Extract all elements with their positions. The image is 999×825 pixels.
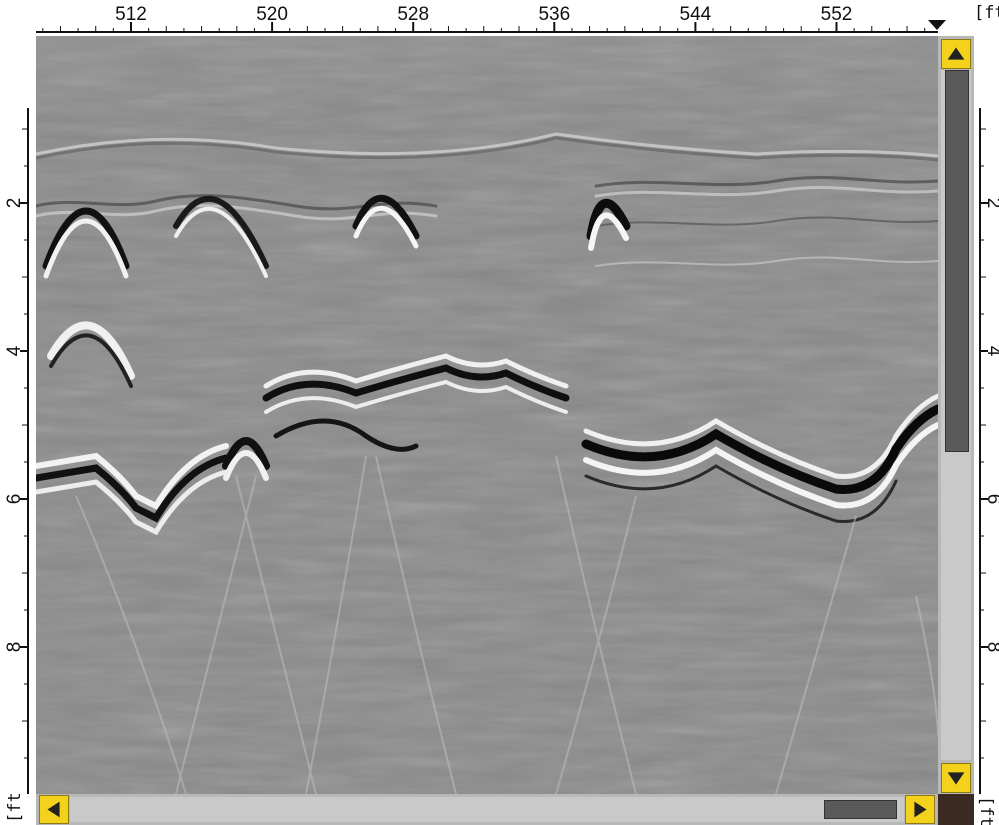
scroll-down-button[interactable] xyxy=(941,763,971,793)
distance-tick-label: 520 xyxy=(256,4,288,25)
triangle-right-icon xyxy=(914,801,927,818)
triangle-down-icon xyxy=(947,772,965,785)
horizontal-scroll-track[interactable] xyxy=(70,797,904,822)
position-marker-icon[interactable] xyxy=(928,20,946,30)
depth-ruler-left: 2 4 6 8 xyxy=(0,36,36,794)
depth-tick-label-left: 6 xyxy=(4,494,25,505)
distance-tick-label: 552 xyxy=(821,4,853,25)
depth-tick-label-right: 6 xyxy=(983,494,999,505)
depth-tick-label-right: 4 xyxy=(983,346,999,357)
distance-tick-label: 536 xyxy=(538,4,570,25)
scroll-left-button[interactable] xyxy=(39,795,69,824)
scroll-up-button[interactable] xyxy=(941,39,971,69)
radargram-image xyxy=(36,36,938,794)
depth-tick-label-right: 8 xyxy=(983,642,999,653)
depth-tick-label-left: 4 xyxy=(4,345,25,356)
gpr-radargram[interactable] xyxy=(36,36,938,794)
top-unit-label: [ft] xyxy=(974,3,999,23)
triangle-left-icon xyxy=(47,801,60,818)
depth-ruler-right: 2 4 6 8 xyxy=(974,36,999,794)
horizontal-distance-ruler: 512 520 528 536 544 552 [ft] xyxy=(0,0,999,36)
triangle-up-icon xyxy=(947,47,965,60)
depth-unit-label-left: [ft] xyxy=(0,794,36,825)
depth-tick-label-left: 8 xyxy=(4,642,25,653)
distance-tick-label: 512 xyxy=(115,4,147,25)
svg-text:[ft]: [ft] xyxy=(976,796,996,825)
distance-tick-label: 528 xyxy=(397,4,429,25)
distance-tick-label: 544 xyxy=(680,4,712,25)
horizontal-scrollbar[interactable] xyxy=(36,794,938,825)
vertical-scrollbar[interactable] xyxy=(938,36,974,794)
depth-tick-label-right: 2 xyxy=(983,198,999,209)
vertical-scroll-thumb[interactable] xyxy=(945,70,969,452)
depth-tick-label-left: 2 xyxy=(4,198,25,209)
scrollbar-corner xyxy=(938,794,974,825)
scroll-right-button[interactable] xyxy=(905,795,935,824)
horizontal-scroll-thumb[interactable] xyxy=(824,800,898,819)
vertical-scroll-track[interactable] xyxy=(941,70,971,760)
depth-unit-label-right: [ft] xyxy=(974,794,999,825)
svg-text:[ft]: [ft] xyxy=(5,794,25,823)
